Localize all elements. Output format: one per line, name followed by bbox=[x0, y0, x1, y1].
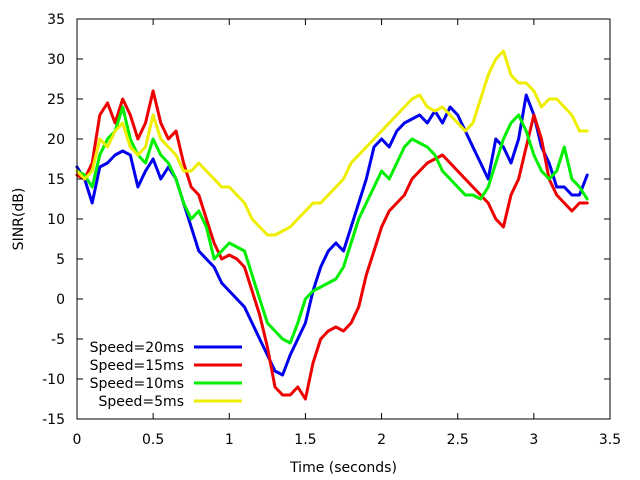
series-lines bbox=[75, 49, 589, 401]
legend-label: Speed=15ms bbox=[90, 358, 184, 374]
series-line-0 bbox=[75, 93, 589, 377]
y-tick-label: 25 bbox=[47, 92, 65, 108]
y-tick-label: 20 bbox=[47, 132, 65, 148]
x-tick-label: 1.5 bbox=[294, 432, 316, 448]
y-axis-label: SINR(dB) bbox=[11, 188, 27, 251]
y-axis: -15 -10 -5 0 5 10 15 20 25 30 35 bbox=[42, 12, 610, 428]
y-tick-label: 10 bbox=[47, 212, 65, 228]
series-line-3 bbox=[75, 49, 589, 237]
x-tick-label: 2 bbox=[377, 432, 386, 448]
x-tick-label: 0 bbox=[73, 432, 82, 448]
x-tick-label: 2.5 bbox=[447, 432, 469, 448]
legend-label: Speed=20ms bbox=[90, 340, 184, 356]
y-tick-label: -15 bbox=[42, 412, 65, 428]
legend: Speed=20ms Speed=15ms Speed=10ms Speed=5ms bbox=[90, 340, 242, 410]
x-axis: 0 0.5 1 1.5 2 2.5 3 3.5 bbox=[73, 19, 621, 448]
series-line-1 bbox=[75, 89, 589, 401]
x-tick-label: 3 bbox=[529, 432, 538, 448]
series-line-2 bbox=[75, 105, 589, 345]
x-tick-label: 0.5 bbox=[142, 432, 164, 448]
y-tick-label: 15 bbox=[47, 172, 65, 188]
y-tick-label: -5 bbox=[51, 332, 65, 348]
y-tick-label: 5 bbox=[56, 252, 65, 268]
y-tick-label: 35 bbox=[47, 12, 65, 28]
y-tick-label: 30 bbox=[47, 52, 65, 68]
legend-label: Speed=10ms bbox=[90, 376, 184, 392]
y-tick-label: -10 bbox=[42, 372, 65, 388]
y-tick-label: 0 bbox=[56, 292, 65, 308]
legend-label: Speed=5ms bbox=[99, 394, 184, 410]
x-axis-label: Time (seconds) bbox=[289, 460, 397, 476]
x-tick-label: 3.5 bbox=[599, 432, 621, 448]
x-tick-label: 1 bbox=[225, 432, 234, 448]
